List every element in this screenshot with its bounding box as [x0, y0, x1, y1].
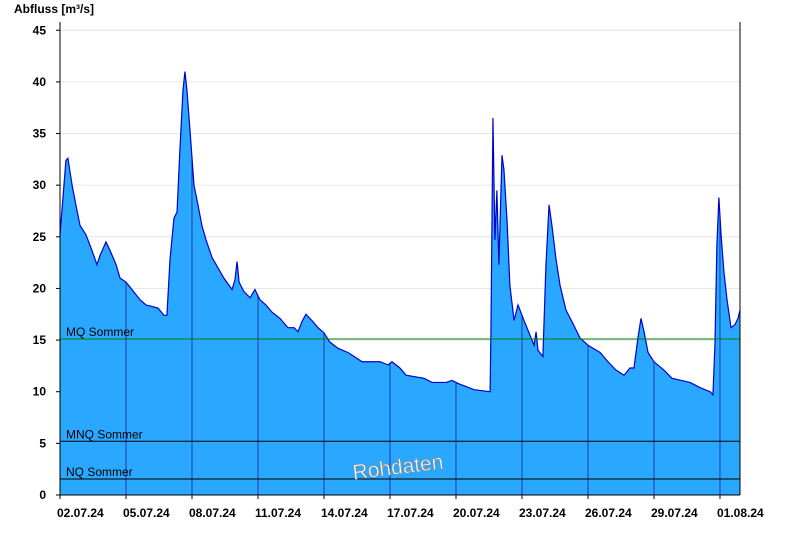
y-tick-label: 35: [33, 127, 47, 141]
x-tick-label: 20.07.24: [453, 506, 500, 520]
reference-label: MNQ Sommer: [66, 427, 143, 441]
y-tick-label: 20: [33, 281, 47, 295]
x-tick-label: 11.07.24: [255, 506, 301, 520]
x-tick-label: 01.08.24: [717, 506, 764, 520]
x-tick-label: 17.07.24: [387, 506, 434, 520]
area: [60, 71, 740, 495]
y-tick-label: 30: [33, 178, 47, 192]
y-tick-label: 40: [33, 75, 47, 89]
x-tick-label: 29.07.24: [651, 506, 698, 520]
x-tick-label: 26.07.24: [585, 506, 632, 520]
y-tick-label: 45: [33, 23, 47, 37]
y-tick-label: 0: [39, 488, 46, 502]
y-tick-label: 5: [39, 436, 46, 450]
y-tick-label: 10: [33, 385, 47, 399]
x-tick-label: 23.07.24: [519, 506, 566, 520]
reference-label: NQ Sommer: [66, 465, 133, 479]
x-tick-label: 05.07.24: [123, 506, 170, 520]
reference-label: MQ Sommer: [66, 325, 134, 339]
y-tick-label: 25: [33, 230, 47, 244]
x-tick-label: 02.07.24: [57, 506, 104, 520]
overlay: 0 5 10 15 20 25 30 35 40 45 MQ Sommer MNQ Sommer NQ …: [33, 22, 764, 520]
y-tick-label: 15: [33, 333, 47, 347]
y-axis-label: Abfluss [m³/s]: [14, 2, 94, 16]
area-layer: [59, 71, 741, 495]
area-line: [59, 71, 741, 397]
x-tick-label: 08.07.24: [189, 506, 236, 520]
x-tick-label: 14.07.24: [321, 506, 368, 520]
